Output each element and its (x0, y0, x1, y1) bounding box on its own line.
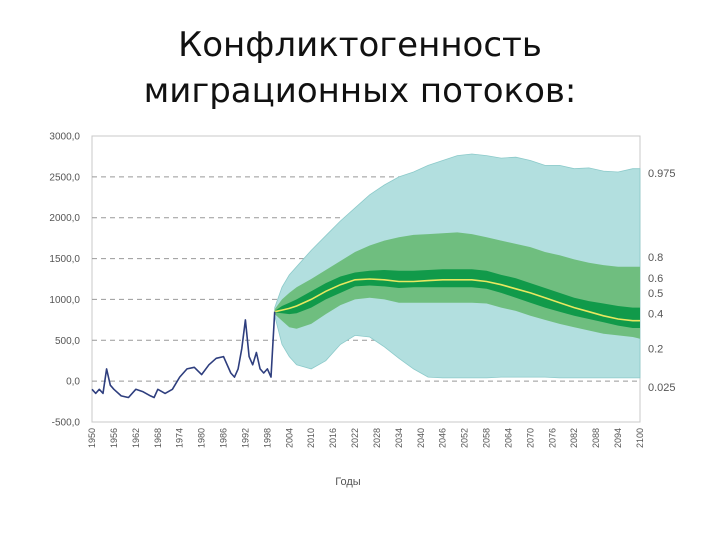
quantile-label: 0.2 (648, 343, 663, 355)
y-tick-label: 1000,0 (49, 295, 80, 306)
x-tick-label: 2088 (591, 428, 601, 448)
x-tick-label: 2016 (328, 428, 338, 448)
x-tick-label: 2058 (482, 428, 492, 448)
band-04-06 (274, 269, 640, 328)
x-tick-label: 2034 (394, 428, 404, 448)
x-tick-label: 2010 (306, 428, 316, 448)
x-tick-label: 2046 (438, 428, 448, 448)
y-tick-label: 0,0 (66, 377, 80, 388)
x-tick-label: 1986 (219, 428, 229, 448)
y-tick-label: 1500,0 (49, 254, 80, 265)
x-tick-label: 1998 (262, 428, 272, 448)
y-tick-label: 500,0 (55, 336, 80, 347)
quantile-label: 0.6 (648, 273, 663, 285)
median-line (274, 278, 640, 322)
quantile-label: 0.5 (648, 288, 663, 300)
x-tick-label: 1962 (131, 428, 141, 448)
x-tick-label: 2004 (284, 428, 294, 448)
historical-line (91, 311, 276, 399)
x-tick-label: 2070 (525, 428, 535, 448)
slide-title-line2: миграционных потоков: (143, 71, 577, 111)
y-tick-label: 2000,0 (49, 213, 80, 224)
series-lines (91, 278, 640, 399)
x-tick-label: 1980 (197, 428, 207, 448)
x-tick-label: 1974 (175, 428, 185, 448)
x-tick-label: 2076 (547, 428, 557, 448)
x-tick-label: 2100 (635, 428, 645, 448)
quantile-label: 0.8 (648, 252, 663, 264)
quantile-label: 0.4 (648, 308, 663, 320)
x-axis-title: Годы (335, 476, 361, 488)
slide-title-line1: Конфликтогенность (178, 25, 542, 65)
slide-title: Конфликтогенность миграционных потоков: (0, 22, 720, 114)
fan-bands (274, 153, 641, 379)
x-tick-label: 2064 (503, 428, 513, 448)
x-tick-label: 2028 (372, 428, 382, 448)
x-tick-label: 2022 (350, 428, 360, 448)
x-tick-label: 2052 (460, 428, 470, 448)
x-tick-label: 2094 (613, 428, 623, 448)
x-tick-label: 2040 (416, 428, 426, 448)
x-tick-label: 1950 (87, 428, 97, 448)
x-tick-label: 1968 (153, 428, 163, 448)
x-tick-label: 1956 (109, 428, 119, 448)
axis-labels: 3000,0 2500,0 2000,0 1500,0 1000,0 500,0 0,0 -5… (49, 132, 675, 449)
x-tick-label: 2082 (569, 428, 579, 448)
quantile-label: 0.975 (648, 168, 676, 180)
x-tick-label: 1992 (240, 428, 250, 448)
y-tick-label: 3000,0 (49, 132, 80, 143)
quantile-label: 0.025 (648, 382, 676, 394)
y-tick-label: 2500,0 (49, 172, 80, 183)
y-tick-label: -500,0 (52, 418, 81, 429)
